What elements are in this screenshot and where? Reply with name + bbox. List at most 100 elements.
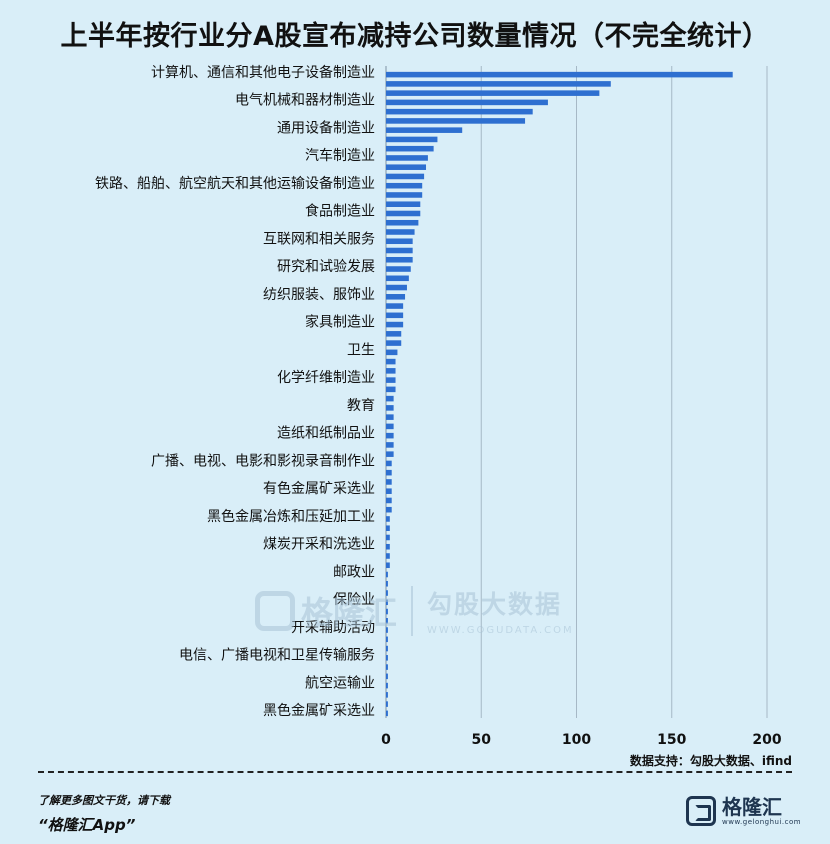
footer-app-name: “格隆汇App” — [38, 816, 136, 834]
bar — [386, 479, 392, 485]
bar — [386, 414, 394, 420]
category-label: 家具制造业 — [305, 314, 375, 331]
bar — [386, 321, 404, 328]
chart-title: 上半年按行业分A股宣布减持公司数量情况（不完全统计） — [60, 21, 770, 52]
bar — [386, 386, 396, 393]
bar — [386, 432, 394, 439]
bar — [386, 294, 406, 300]
category-label: 计算机、通信和其他电子设备制造业 — [151, 64, 375, 81]
bar — [386, 580, 388, 587]
bar — [386, 182, 423, 189]
bar — [386, 525, 390, 531]
bars — [386, 71, 733, 717]
bar — [386, 192, 423, 198]
category-label: 通用设备制造业 — [277, 120, 375, 137]
bar — [386, 664, 388, 670]
category-label: 黑色金属矿采选业 — [263, 702, 375, 719]
bar — [386, 655, 388, 661]
bar — [386, 506, 392, 513]
category-label: 电信、广播电视和卫星传输服务 — [179, 648, 375, 664]
bar — [386, 238, 413, 245]
bar — [386, 442, 394, 448]
bar — [386, 460, 392, 467]
bar — [386, 155, 428, 161]
bar — [386, 590, 388, 596]
bar — [386, 368, 396, 374]
bar — [386, 99, 548, 106]
bar — [386, 673, 388, 680]
x-tick-label: 50 — [472, 732, 492, 748]
bar — [386, 710, 388, 717]
brand-logo-icon — [686, 796, 716, 826]
category-label: 卫生 — [347, 342, 375, 358]
bar — [386, 118, 526, 124]
bar — [386, 636, 388, 643]
bar — [386, 488, 392, 494]
bar — [386, 108, 533, 115]
bar — [386, 145, 434, 152]
bar — [386, 618, 388, 624]
bar — [386, 229, 415, 235]
category-label: 互联网和相关服务 — [263, 231, 375, 247]
bar — [386, 164, 427, 170]
category-label: 造纸和纸制品业 — [277, 426, 375, 442]
bar — [386, 275, 409, 282]
brand-url: www.gelonghui.com — [722, 817, 802, 826]
bar — [386, 340, 402, 346]
category-label: 航空运输业 — [305, 675, 375, 691]
bar-chart: 计算机、通信和其他电子设备制造业电气机械和器材制造业通用设备制造业汽车制造业铁路… — [95, 64, 782, 748]
source-note: 数据支持：勾股大数据、ifind — [629, 754, 792, 768]
bar — [386, 312, 404, 319]
bar — [386, 497, 392, 504]
bar — [386, 543, 390, 550]
bar — [386, 423, 394, 430]
bar — [386, 562, 390, 569]
bar — [386, 219, 419, 226]
bar — [386, 608, 388, 615]
bar — [386, 71, 733, 78]
bar — [386, 571, 388, 578]
footer-download-note: 了解更多图文干货，请下载 — [38, 794, 170, 807]
brand-name: 格隆汇 — [722, 794, 782, 819]
bar — [386, 405, 394, 411]
category-label: 保险业 — [333, 592, 375, 608]
bar — [386, 516, 390, 522]
category-label: 电气机械和器材制造业 — [235, 93, 375, 109]
bar — [386, 331, 402, 337]
bar — [386, 136, 438, 143]
bar — [386, 266, 411, 272]
bar — [386, 127, 463, 133]
bar — [386, 90, 600, 96]
category-label: 黑色金属冶炼和压延加工业 — [207, 508, 375, 525]
category-label: 铁路、船舶、航空航天和其他运输设备制造业 — [95, 175, 375, 192]
category-labels: 计算机、通信和其他电子设备制造业电气机械和器材制造业通用设备制造业汽车制造业铁路… — [95, 64, 375, 719]
bar — [386, 247, 413, 254]
category-label: 煤炭开采和洗选业 — [263, 537, 375, 553]
footer-divider — [38, 771, 792, 773]
bar — [386, 210, 421, 217]
x-tick-label: 200 — [752, 732, 781, 748]
x-tick-label: 150 — [657, 732, 686, 748]
category-label: 教育 — [347, 398, 375, 414]
category-label: 邮政业 — [333, 564, 375, 580]
bar — [386, 303, 404, 309]
bar — [386, 395, 394, 402]
category-label: 汽车制造业 — [305, 147, 375, 164]
bar — [386, 349, 398, 356]
bar — [386, 645, 388, 652]
category-label: 广播、电视、电影和影视录音制作业 — [151, 452, 375, 469]
grid-lines — [385, 66, 768, 718]
bar — [386, 256, 413, 263]
bar — [386, 451, 394, 457]
bar — [386, 682, 388, 689]
category-label: 研究和试验发展 — [277, 259, 375, 275]
bar — [386, 692, 388, 698]
bar — [386, 377, 396, 383]
category-label: 开采辅助活动 — [291, 620, 375, 636]
x-tick-label: 0 — [381, 732, 391, 748]
brand-block: 格隆汇 www.gelonghui.com — [686, 796, 801, 826]
category-label: 纺织服装、服饰业 — [263, 287, 375, 303]
category-label: 食品制造业 — [305, 203, 375, 220]
category-label: 有色金属矿采选业 — [263, 480, 375, 497]
x-tick-label: 100 — [562, 732, 591, 748]
